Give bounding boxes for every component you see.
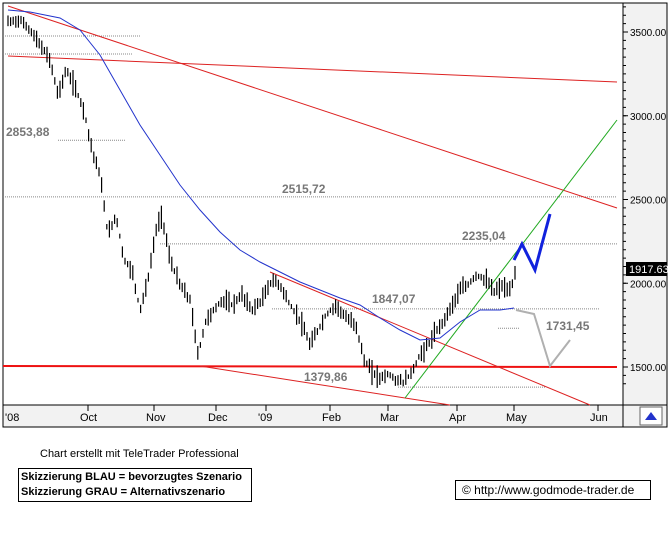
x-tick-label: Oct [80, 412, 97, 424]
level-label: 1731,45 [546, 319, 590, 333]
level-label: 2235,04 [462, 229, 506, 243]
copyright-link[interactable]: © http://www.godmode-trader.de [455, 480, 651, 500]
level-label: 1847,07 [372, 292, 416, 306]
last-price-label: 1917.63 [629, 264, 669, 276]
ohlc-bars [7, 15, 516, 388]
y-tick-label: 1500.00 [630, 363, 667, 374]
last-price-tag [626, 262, 667, 276]
legend-box: Skizzierung BLAU = bevorzugtes Szenario … [18, 468, 252, 502]
support-line-horizontal [2, 365, 618, 368]
rising-trend-line [404, 119, 618, 399]
level-label: 2853,88 [6, 125, 50, 139]
resistance-line-upper [7, 5, 618, 209]
y-tick-label: 2000.00 [630, 279, 667, 290]
y-axis-ticks: 3500.00 3000.00 2500.00 2000.00 1500.00 [623, 6, 667, 385]
price-chart: 3500.00 3000.00 2500.00 2000.00 1500.00 '08 O… [2, 2, 669, 428]
chart-credit: Chart erstellt mit TeleTrader Profession… [40, 448, 239, 460]
horizontal-levels: 2853,88 2515,72 2235,04 1847,07 1731,45 1379,… [3, 35, 617, 388]
y-tick-label: 3500.00 [630, 28, 667, 39]
preferred-scenario-blue [512, 213, 552, 275]
level-label: 1379,86 [304, 370, 348, 384]
plot-area [2, 2, 624, 406]
moving-average-line [7, 9, 515, 341]
y-axis-panel [622, 2, 668, 406]
x-tick-label: Jun [590, 412, 608, 424]
x-tick-label: Mar [380, 412, 399, 424]
legend-blue-label: Skizzierung BLAU = bevorzugtes Szenario [21, 471, 242, 483]
y-tick-label: 2500.00 [630, 196, 667, 207]
legend-grey-label: Skizzierung GRAU = Alternativszenario [21, 486, 226, 498]
x-tick-label: Feb [322, 412, 341, 424]
alternative-scenario-grey [515, 309, 571, 369]
x-tick-label: '08 [5, 412, 19, 424]
x-tick-label: Dec [208, 412, 228, 424]
x-tick-label: May [506, 412, 527, 424]
lower-channel-line [199, 365, 451, 406]
x-axis-ticks: '08 Oct Nov Dec '09 Feb Mar Apr May Jun [2, 405, 608, 424]
level-label: 2515,72 [282, 182, 326, 196]
x-tick-label: '09 [258, 412, 272, 424]
y-tick-label: 3000.00 [630, 112, 667, 123]
x-tick-label: Apr [449, 412, 466, 424]
resistance-line-flat [7, 55, 618, 83]
x-tick-label: Nov [146, 412, 166, 424]
scroll-arrow-icon[interactable] [645, 412, 657, 420]
